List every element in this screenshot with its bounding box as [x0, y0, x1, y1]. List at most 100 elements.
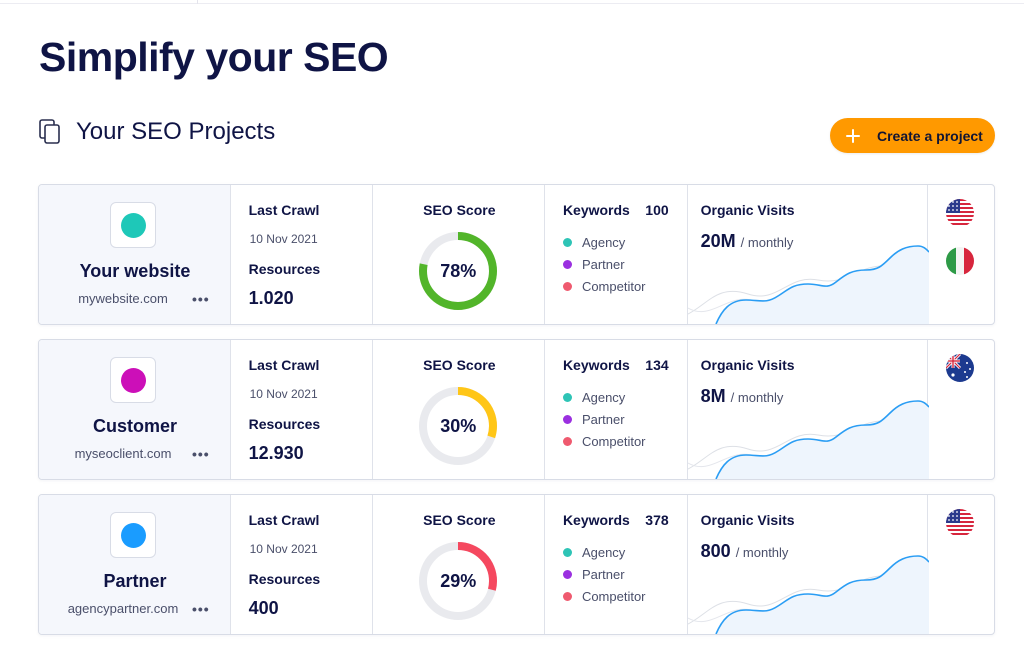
- seo-score-value: 30%: [440, 416, 477, 436]
- au-flag-icon[interactable]: [946, 354, 975, 382]
- seo-score-gauge: 30%: [416, 384, 500, 468]
- seo-score-cell: SEO Score 78%: [373, 185, 545, 324]
- seo-score-gauge: 29%: [416, 539, 500, 623]
- visits-sparkline: [687, 245, 929, 324]
- legend-label: Agency: [581, 544, 626, 560]
- visits-number: 8M: [700, 386, 726, 406]
- legend-dot: [562, 259, 572, 269]
- site-cell: Partner agencypartner.com •••: [39, 495, 231, 634]
- organic-visits-label: Organic Visits: [700, 357, 795, 373]
- legend-label: Competitor: [581, 278, 646, 294]
- legend-label: Competitor: [581, 588, 646, 604]
- legend-dot: [562, 547, 572, 557]
- project-url: mywebsite.com: [78, 291, 168, 306]
- legend-item: Partner: [562, 408, 646, 430]
- project-name[interactable]: Your website: [79, 261, 191, 281]
- resources-label: Resources: [248, 571, 321, 587]
- keywords-count: 134: [645, 357, 669, 373]
- us-flag-icon[interactable]: [946, 509, 975, 537]
- last-crawl-label: Last Crawl: [248, 357, 320, 373]
- country-flags-cell: [928, 340, 994, 479]
- legend-item: Competitor: [562, 275, 646, 297]
- legend-dot: [562, 392, 572, 402]
- site-avatar: [110, 202, 156, 248]
- visits-number: 20M: [700, 231, 736, 251]
- keywords-label: Keywords: [562, 357, 630, 373]
- more-options-icon[interactable]: •••: [192, 446, 210, 462]
- legend-label: Agency: [581, 234, 626, 250]
- crawl-cell: Last Crawl 10 Nov 2021 Resources 400: [231, 495, 374, 634]
- section-title: Your SEO Projects: [76, 118, 276, 145]
- legend-item: Agency: [562, 541, 646, 563]
- keywords-label: Keywords: [562, 512, 630, 528]
- section-header: Your SEO Projects: [39, 118, 275, 146]
- visits-sparkline: [687, 555, 929, 634]
- seo-score-label: SEO Score: [423, 202, 496, 218]
- legend-dot: [562, 281, 572, 291]
- plus-icon: [846, 128, 860, 143]
- legend-item: Agency: [562, 231, 646, 253]
- legend-item: Partner: [562, 253, 646, 275]
- visits-unit: / monthly: [730, 390, 784, 405]
- crawl-cell: Last Crawl 10 Nov 2021 Resources 1.020: [231, 185, 374, 324]
- create-project-label: Create a project: [877, 127, 983, 144]
- site-avatar: [110, 357, 156, 403]
- keywords-cell: Keywords 378 Agency Partner Competitor: [545, 495, 688, 634]
- resources-label: Resources: [248, 416, 321, 432]
- seo-score-value: 29%: [440, 571, 477, 591]
- visits-unit: / monthly: [735, 545, 789, 560]
- more-options-icon[interactable]: •••: [192, 291, 210, 307]
- site-color-dot: [121, 523, 146, 548]
- project-name[interactable]: Partner: [103, 571, 167, 591]
- seo-score-label: SEO Score: [423, 357, 496, 373]
- keywords-count: 100: [645, 202, 669, 218]
- legend-item: Partner: [562, 563, 646, 585]
- legend-item: Agency: [562, 386, 646, 408]
- last-crawl-date: 10 Nov 2021: [249, 232, 318, 246]
- legend-label: Partner: [581, 566, 625, 582]
- organic-visits-label: Organic Visits: [700, 202, 795, 218]
- project-card[interactable]: Customer myseoclient.com ••• Last Crawl …: [38, 339, 995, 480]
- legend-label: Partner: [581, 256, 625, 272]
- keywords-cell: Keywords 134 Agency Partner Competitor: [545, 340, 688, 479]
- project-name[interactable]: Customer: [92, 416, 177, 436]
- last-crawl-date: 10 Nov 2021: [249, 387, 318, 401]
- seo-score-gauge-svg: [419, 232, 498, 310]
- legend-item: Competitor: [562, 585, 646, 607]
- top-bar-divider: [0, 0, 1024, 4]
- resources-value: 12.930: [248, 443, 304, 463]
- legend-dot: [562, 414, 572, 424]
- us-flag-icon[interactable]: [946, 199, 975, 227]
- organic-visits-cell: Organic Visits 800 / monthly: [687, 495, 929, 634]
- page-title: Simplify your SEO: [39, 34, 389, 80]
- site-cell: Customer myseoclient.com •••: [39, 340, 231, 479]
- it-flag-icon[interactable]: [946, 247, 975, 275]
- keywords-legend: Agency Partner Competitor: [562, 386, 646, 452]
- site-color-dot: [121, 368, 146, 393]
- project-card[interactable]: Your website mywebsite.com ••• Last Craw…: [38, 184, 995, 325]
- keywords-label: Keywords: [562, 202, 630, 218]
- last-crawl-label: Last Crawl: [248, 202, 320, 218]
- organic-visits-value: 20M / monthly: [701, 231, 794, 252]
- seo-score-label: SEO Score: [423, 512, 496, 528]
- project-url: agencypartner.com: [67, 601, 179, 616]
- seo-score-cell: SEO Score 29%: [373, 495, 545, 634]
- seo-score-cell: SEO Score 30%: [373, 340, 545, 479]
- create-project-button[interactable]: Create a project: [830, 118, 995, 153]
- seo-score-gauge-svg: [419, 542, 498, 620]
- legend-dot: [562, 591, 572, 601]
- legend-dot: [562, 237, 572, 247]
- visits-unit: / monthly: [740, 235, 794, 250]
- site-cell: Your website mywebsite.com •••: [39, 185, 231, 324]
- project-card[interactable]: Partner agencypartner.com ••• Last Crawl…: [38, 494, 995, 635]
- resources-value: 400: [248, 598, 279, 618]
- site-avatar: [110, 512, 156, 558]
- crawl-cell: Last Crawl 10 Nov 2021 Resources 12.930: [231, 340, 374, 479]
- legend-label: Competitor: [581, 433, 646, 449]
- more-options-icon[interactable]: •••: [192, 601, 210, 617]
- organic-visits-label: Organic Visits: [700, 512, 795, 528]
- last-crawl-label: Last Crawl: [248, 512, 320, 528]
- seo-score-gauge: 78%: [416, 229, 500, 313]
- seo-score-value: 78%: [440, 261, 477, 281]
- organic-visits-value: 8M / monthly: [701, 386, 784, 407]
